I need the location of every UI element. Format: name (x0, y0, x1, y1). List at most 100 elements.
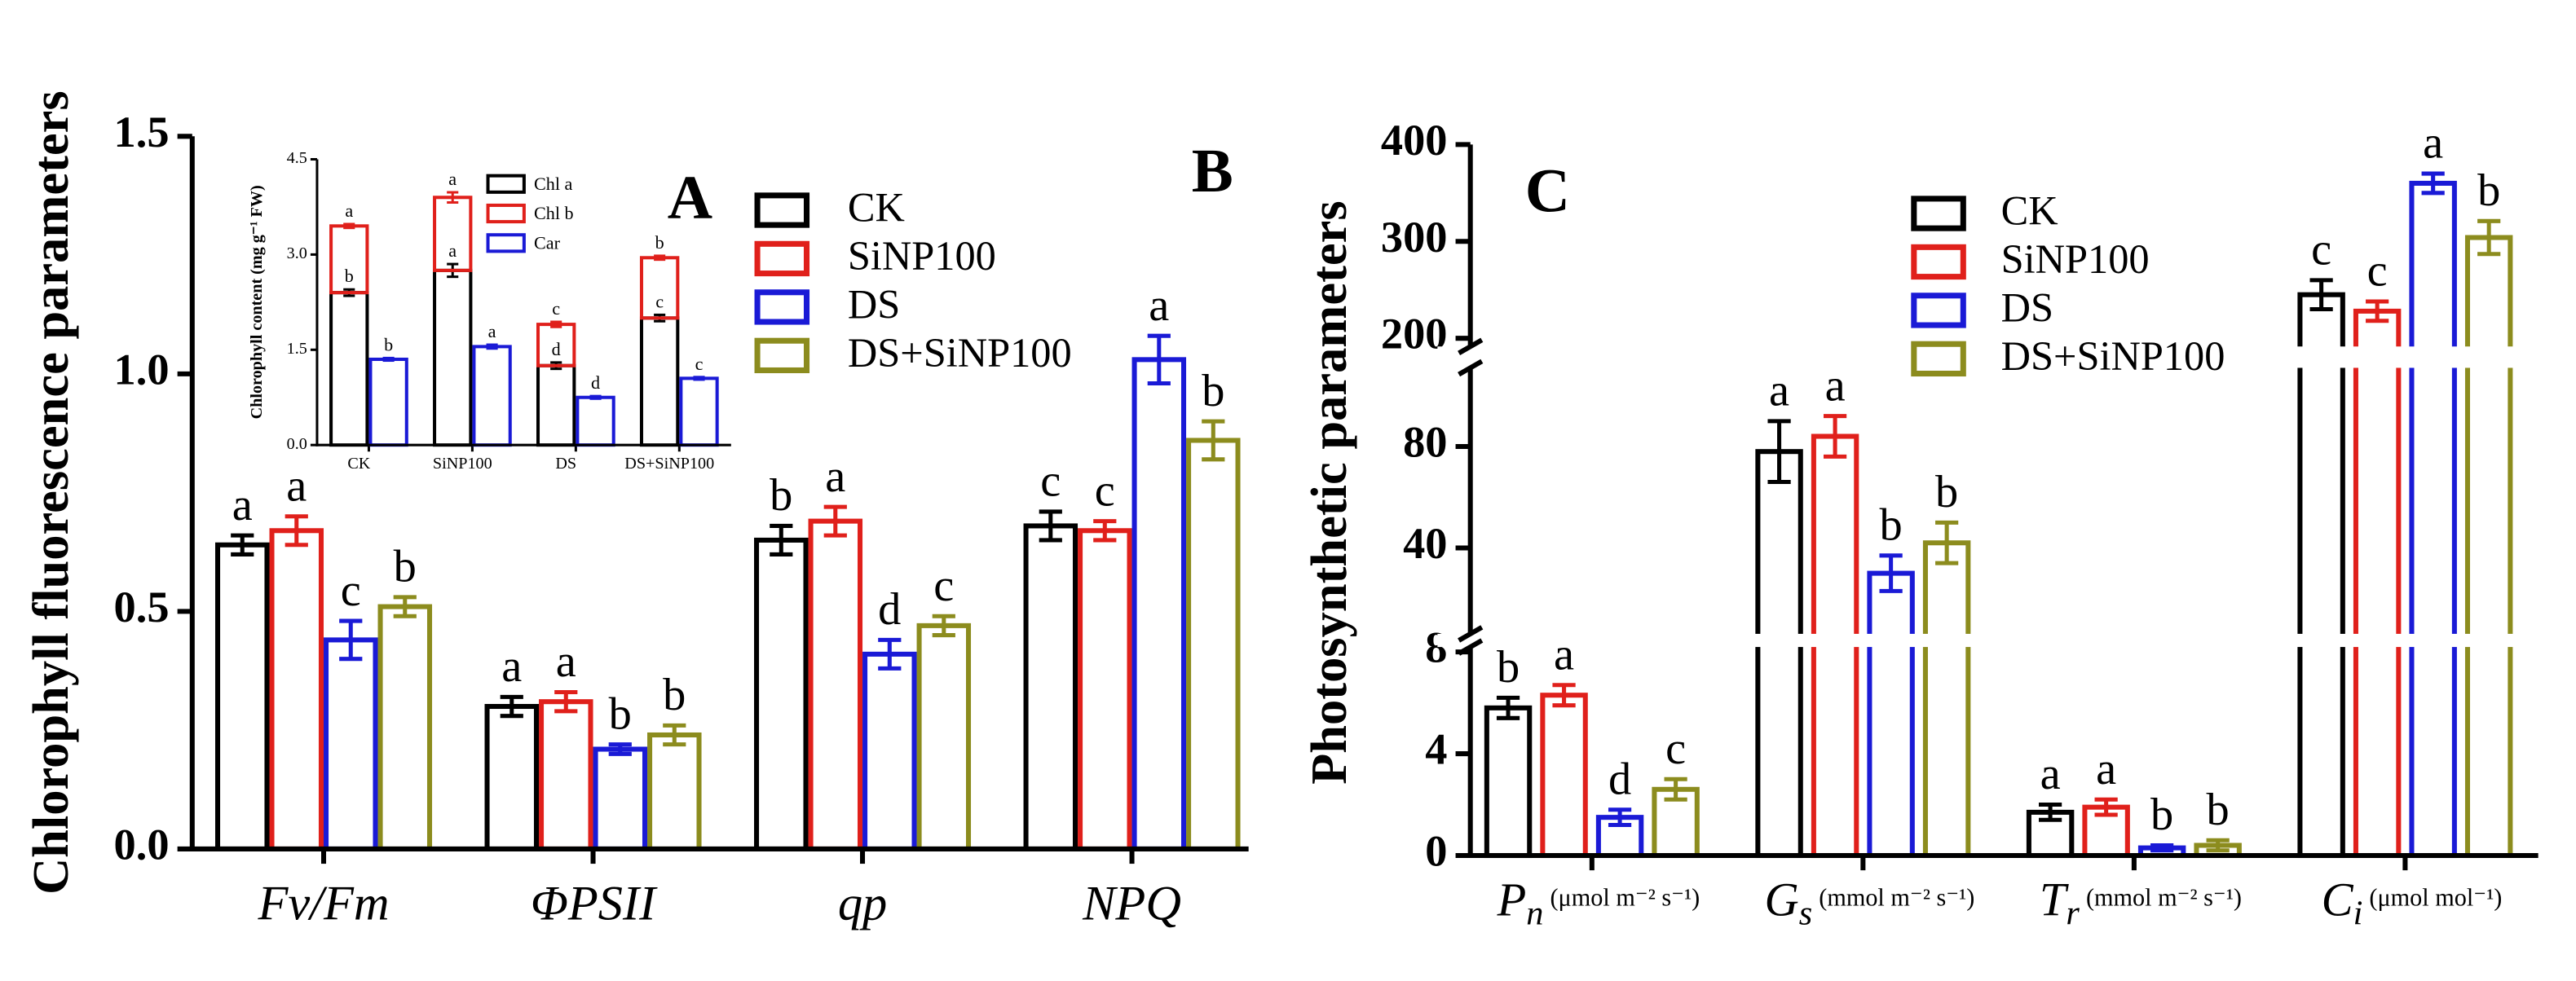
significance-letter: d (1608, 754, 1631, 804)
significance-letter: a (488, 321, 496, 341)
legend-label: DS+SiNP100 (848, 330, 1072, 376)
significance-letter: a (448, 169, 457, 189)
panel-label: C (1525, 156, 1570, 225)
significance-letter: a (556, 636, 576, 687)
significance-letter: b (384, 334, 393, 354)
legend-swatch (754, 240, 810, 277)
y-tick-label: 1.5 (114, 108, 170, 156)
significance-letter: c (933, 561, 954, 611)
category-symbol: C (2322, 873, 2354, 926)
significance-letter: c (2311, 225, 2331, 275)
y-tick-label: 8 (1425, 623, 1447, 672)
category-symbol: P (1497, 873, 1527, 926)
significance-letter: c (1665, 724, 1686, 774)
y-tick-label: 1.0 (114, 345, 170, 394)
significance-letter: b (345, 266, 354, 286)
significance-letter: a (448, 240, 457, 261)
significance-letter: b (394, 542, 417, 592)
y-tick-label: 0.5 (114, 583, 170, 631)
significance-letter: b (2150, 790, 2173, 840)
significance-letter: a (825, 451, 845, 502)
legend-label: Chl b (534, 203, 574, 223)
y-tick-label: 0 (1425, 826, 1447, 875)
axis-break-gap (1437, 346, 2539, 368)
x-tick-label: Fv/Fm (257, 876, 389, 930)
legend-swatch (1911, 341, 1966, 377)
axis-break-mark (1458, 625, 1484, 643)
significance-letter: c (1040, 456, 1061, 507)
significance-letter: c (1095, 465, 1115, 516)
significance-letter: b (1880, 500, 1903, 551)
x-tick-label: Ci (μmol mol⁻¹) (2322, 873, 2503, 932)
significance-letter: b (1935, 467, 1958, 517)
significance-letter: b (770, 470, 792, 521)
panel-label: B (1192, 136, 1233, 205)
significance-letter: b (1497, 642, 1520, 693)
significance-letter: c (2367, 246, 2388, 297)
x-tick-label: Pn (μmol m⁻² s⁻¹) (1497, 873, 1700, 932)
x-tick-label: SiNP100 (433, 455, 492, 473)
axis-break-mark (1458, 638, 1484, 656)
x-tick-label: ΦPSII (531, 876, 658, 930)
significance-letter: a (1149, 280, 1169, 331)
significance-letter: a (2423, 118, 2443, 169)
x-tick-label: qp (838, 876, 887, 930)
category-unit: (μmol m⁻² s⁻¹) (1550, 883, 1700, 911)
significance-letter: a (345, 200, 353, 221)
y-axis-title: Chlorophyll content (mg g⁻¹ FW) (248, 185, 266, 419)
legend-swatch (1911, 196, 1966, 231)
category-subscript: i (2353, 894, 2363, 932)
significance-letter: a (1769, 366, 1789, 416)
significance-letter: b (2207, 785, 2230, 835)
significance-letter: d (552, 339, 561, 359)
category-unit: (mmol m⁻² s⁻¹) (1819, 883, 1974, 911)
category-unit: (μmol mol⁻¹) (2369, 883, 2502, 911)
legend-swatch (486, 174, 526, 194)
y-axis-title: Photosynthetic parameters (1300, 200, 1357, 784)
x-tick-label: NPQ (1082, 876, 1181, 930)
significance-letter: a (232, 480, 253, 530)
y-tick-label: 200 (1381, 310, 1448, 359)
significance-letter: b (655, 232, 664, 253)
y-tick-label: 40 (1403, 519, 1447, 568)
legend-swatch (754, 337, 810, 374)
category-symbol: T (2040, 873, 2069, 926)
significance-letter: c (341, 565, 361, 616)
significance-letter: b (1202, 366, 1224, 416)
significance-letter: a (1825, 360, 1846, 411)
legend-swatch (486, 233, 526, 253)
legend-swatch (754, 192, 810, 228)
significance-letter: a (2040, 749, 2061, 799)
significance-letter: c (552, 298, 560, 319)
legend-swatch (486, 203, 526, 224)
significance-letter: a (2096, 744, 2116, 794)
y-tick-label: 400 (1381, 116, 1448, 165)
legend-label: CK (2001, 188, 2058, 234)
significance-letter: b (609, 688, 632, 739)
legend-label: Car (534, 232, 561, 253)
category-subscript: s (1799, 894, 1812, 932)
category-symbol: G (1765, 873, 1799, 926)
significance-letter: d (591, 372, 600, 393)
legend-label: CK (848, 185, 905, 231)
x-tick-label: Gs (mmol m⁻² s⁻¹) (1765, 873, 1975, 932)
legend-swatch (1911, 244, 1966, 280)
significance-letter: b (663, 670, 686, 720)
axis-break-gap (1437, 633, 2539, 648)
y-axis-title: Chlorophyll fluorescence parameters (22, 90, 79, 895)
legend-label: DS+SiNP100 (2001, 333, 2225, 379)
legend-label: DS (848, 281, 900, 327)
category-unit: (mmol m⁻² s⁻¹) (2086, 883, 2242, 911)
y-tick-label: 80 (1403, 417, 1447, 466)
significance-letter: a (286, 460, 307, 511)
x-tick-label: Tr (mmol m⁻² s⁻¹) (2040, 873, 2242, 932)
legend-label: SiNP100 (2001, 236, 2150, 282)
significance-letter: a (501, 641, 522, 692)
category-subscript: n (1526, 894, 1543, 932)
axis-break-mark (1458, 359, 1484, 377)
y-tick-label: 300 (1381, 213, 1448, 262)
y-tick-label: 3.0 (287, 244, 307, 262)
significance-letter: c (695, 354, 704, 374)
significance-letter: c (655, 291, 664, 311)
